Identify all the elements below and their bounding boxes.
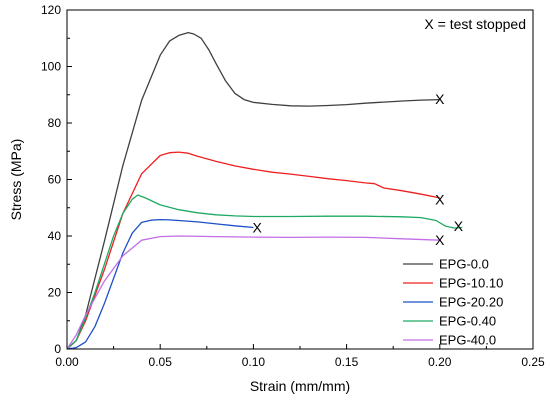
y-tick-label: 40	[48, 229, 62, 243]
stop-marker-4: X	[435, 232, 445, 248]
x-tick-label: 0.05	[149, 355, 173, 369]
y-axis-label: Stress (MPa)	[8, 139, 24, 221]
legend-label-2: EPG-20.20	[439, 295, 503, 310]
legend-label-1: EPG-10.10	[439, 276, 503, 291]
y-tick-label: 60	[48, 173, 62, 187]
y-tick-label: 0	[54, 342, 61, 356]
series-layer: XXX XX	[66, 31, 464, 350]
legend-label-3: EPG-0.40	[439, 314, 496, 329]
x-tick-label: 0.10	[242, 355, 266, 369]
legend: EPG-0.0 EPG-10.10 EPG-20.20 EPG-0.40 EPG-40.…	[403, 257, 503, 348]
stop-marker-3: X	[454, 218, 464, 234]
stop-marker-0: X	[435, 91, 445, 107]
series-line-0	[66, 31, 440, 350]
series-line-3	[66, 194, 463, 350]
y-tick-label: 100	[41, 60, 61, 74]
test-stopped-annotation: X = test stopped	[424, 16, 526, 32]
legend-label-0: EPG-0.0	[439, 257, 489, 272]
series-line-2	[66, 218, 254, 350]
legend-label-4: EPG-40.0	[439, 333, 496, 348]
x-tick-label: 0.25	[521, 355, 545, 369]
series-line-1	[66, 151, 440, 350]
x-tick-label: 0.20	[428, 355, 452, 369]
x-tick-label: 0.00	[55, 355, 79, 369]
y-tick-label: 20	[48, 286, 62, 300]
y-tick-label: 120	[41, 3, 61, 17]
y-tick-label: 80	[48, 116, 62, 130]
axes-layer: 0.00 0.05 0.10 0.15 0.20 0.25 0 20 40 60 80 100 120	[41, 3, 545, 369]
stop-marker-2: X	[252, 220, 262, 236]
x-tick-label: 0.15	[335, 355, 359, 369]
series-line-4	[66, 235, 440, 350]
x-axis-label: Strain (mm/mm)	[250, 378, 350, 394]
stop-marker-1: X	[435, 191, 445, 207]
